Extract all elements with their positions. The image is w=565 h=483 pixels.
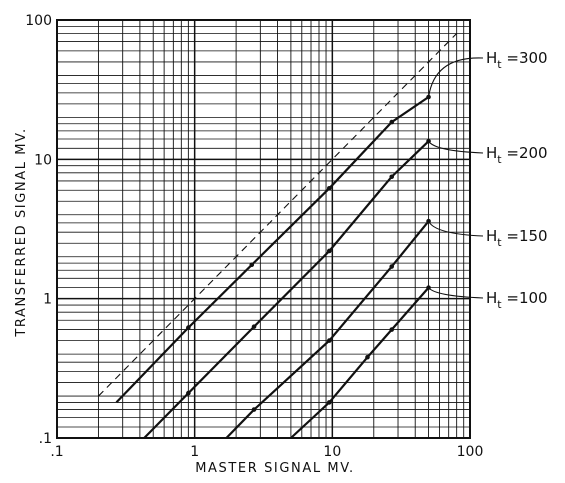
data-point [186, 390, 191, 396]
leader-line [428, 287, 484, 299]
series-150: Ht =150 [225, 218, 548, 439]
series-line-300 [115, 96, 430, 404]
leader-line [428, 140, 484, 154]
series-line-200 [143, 140, 430, 439]
y-tick-label: 1 [43, 292, 52, 308]
data-point [426, 94, 431, 100]
x-tick-label: 10 [323, 444, 341, 460]
data-point [389, 174, 395, 180]
data-point [389, 264, 395, 269]
y-tick-label: .1 [39, 431, 52, 447]
data-point [251, 324, 257, 329]
data-point [365, 354, 370, 360]
x-tick-label: .1 [50, 444, 63, 460]
series-label: Ht =200 [486, 144, 548, 166]
plot-frame [56, 19, 471, 439]
series-label: Ht =150 [486, 227, 548, 249]
series-label: Ht =100 [486, 289, 548, 311]
leader-line [428, 220, 484, 237]
tick-labels: .1 1 10 100 .1 1 10 100 [25, 13, 483, 460]
data-point [249, 262, 255, 268]
data-point [326, 338, 332, 343]
y-tick-label: 10 [34, 152, 52, 168]
y-tick-label: 100 [25, 13, 52, 29]
series-layer: Ht =300 Ht =200 Ht =150 Ht =100 [115, 49, 548, 439]
series-label: Ht =300 [486, 49, 548, 71]
data-point [326, 400, 332, 405]
data-point [389, 119, 395, 125]
data-point [326, 185, 332, 191]
data-point [389, 327, 395, 332]
series-100: Ht =100 [290, 285, 548, 439]
y-axis-title: TRANSFERRED SIGNAL MV. [14, 127, 29, 337]
x-tick-label: 1 [190, 444, 199, 460]
data-point [186, 325, 191, 330]
series-300: Ht =300 [115, 49, 548, 404]
series-200: Ht =200 [143, 138, 548, 439]
leader-line [428, 57, 484, 98]
data-point [326, 248, 332, 254]
x-axis-title: MASTER SIGNAL MV. [195, 461, 355, 476]
data-point [251, 407, 257, 412]
reference-dashed-line [98, 33, 458, 397]
x-tick-label: 100 [457, 444, 484, 460]
